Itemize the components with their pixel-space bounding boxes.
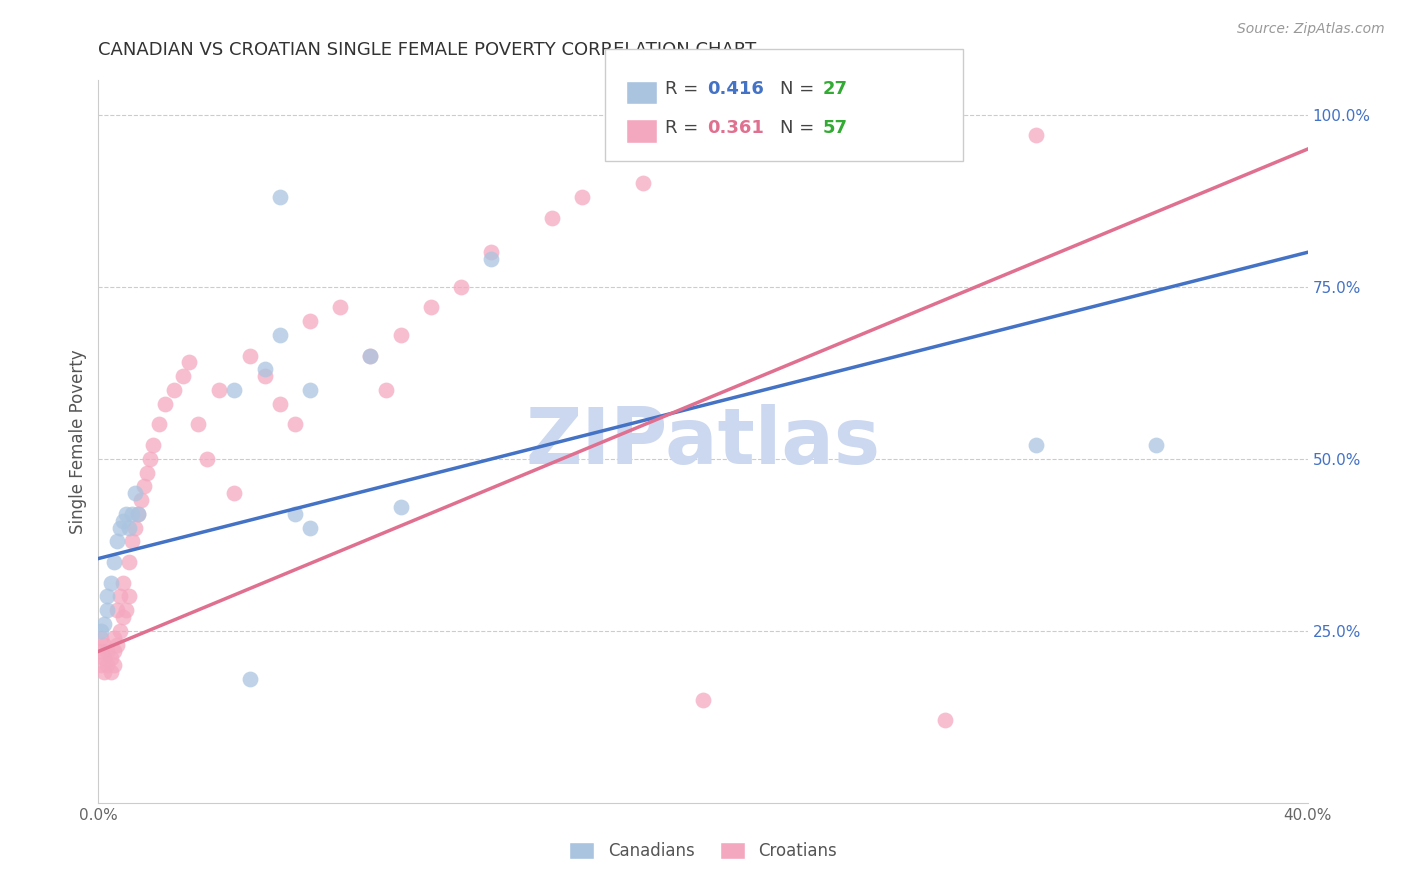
Point [269,190,291,204]
Point [124,520,146,534]
Point [93,665,115,679]
Point [360,349,382,363]
Point [172,369,194,384]
Point [105,638,128,652]
Point [105,603,128,617]
Text: 57: 57 [823,119,848,136]
Point [111,610,134,624]
Point [127,507,149,521]
Point [284,417,307,432]
Point [96,590,118,604]
Point [163,383,186,397]
Point [90,644,112,658]
Text: R =: R = [665,119,704,136]
Point [103,658,125,673]
Text: R =: R = [665,80,704,98]
Point [1024,128,1046,143]
Point [420,301,443,315]
Point [103,644,125,658]
Point [100,651,122,665]
Text: 0.361: 0.361 [707,119,763,136]
Point [121,534,143,549]
Point [195,451,218,466]
Point [118,555,141,569]
Point [450,279,472,293]
Point [389,327,412,342]
Point [105,534,128,549]
Point [239,349,262,363]
Text: CANADIAN VS CROATIAN SINGLE FEMALE POVERTY CORRELATION CHART: CANADIAN VS CROATIAN SINGLE FEMALE POVER… [98,41,756,59]
Point [224,486,246,500]
Point [90,624,112,638]
Text: 0.416: 0.416 [707,80,763,98]
Point [269,397,291,411]
Point [299,383,322,397]
Point [96,644,118,658]
Point [253,369,276,384]
Point [284,507,307,521]
Point [129,493,152,508]
Point [100,665,122,679]
Point [135,466,157,480]
Point [571,190,593,204]
Point [389,500,412,514]
Point [132,479,155,493]
Point [93,638,115,652]
Point [934,713,956,727]
Point [100,575,122,590]
Point [90,631,112,645]
Point [93,651,115,665]
Point [299,520,322,534]
Point [224,383,246,397]
Point [481,245,503,260]
Point [540,211,562,225]
Point [111,575,134,590]
Text: N =: N = [780,80,820,98]
Point [96,658,118,673]
Point [114,603,136,617]
Text: 27: 27 [823,80,848,98]
Point [239,672,262,686]
Point [360,349,382,363]
Point [108,520,131,534]
Text: Source: ZipAtlas.com: Source: ZipAtlas.com [1237,22,1385,37]
Text: ZIPatlas: ZIPatlas [526,403,880,480]
Point [108,590,131,604]
Point [253,362,276,376]
Point [96,603,118,617]
Point [631,177,654,191]
Point [124,486,146,500]
Point [481,252,503,267]
Point [118,590,141,604]
Point [153,397,176,411]
Point [111,514,134,528]
Point [269,327,291,342]
Point [179,355,201,369]
Point [118,520,141,534]
Y-axis label: Single Female Poverty: Single Female Poverty [69,350,87,533]
Point [299,314,322,328]
Point [187,417,209,432]
Point [108,624,131,638]
Point [374,383,396,397]
Point [1144,438,1167,452]
Point [692,692,714,706]
Point [148,417,170,432]
Point [208,383,231,397]
Point [90,658,112,673]
Point [114,507,136,521]
Point [1024,438,1046,452]
Point [142,438,165,452]
Point [329,301,352,315]
Point [103,555,125,569]
Point [121,507,143,521]
Point [93,616,115,631]
Point [139,451,162,466]
Legend: Canadians, Croatians: Canadians, Croatians [562,835,844,867]
Point [103,631,125,645]
Text: N =: N = [780,119,820,136]
Point [127,507,149,521]
